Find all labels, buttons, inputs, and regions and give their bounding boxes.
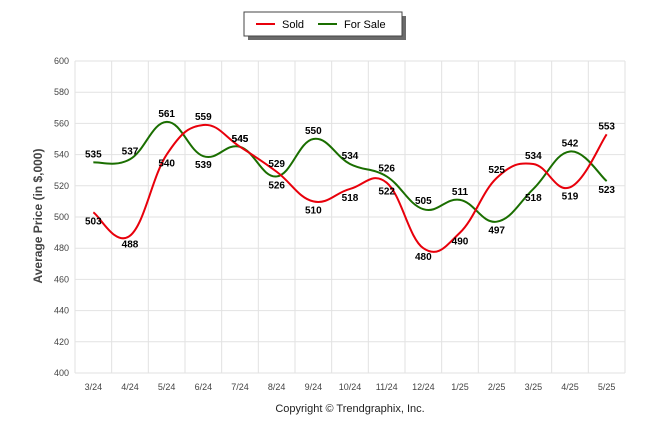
data-label-for-sale: 526 <box>378 163 395 174</box>
data-label-sold: 553 <box>598 121 615 132</box>
y-tick-label: 600 <box>54 56 69 66</box>
data-label-for-sale: 497 <box>488 226 505 237</box>
data-label-for-sale: 526 <box>268 180 285 191</box>
y-tick-labels: 400 420 440 460 480 500 520 540 560 580 600 <box>54 56 69 378</box>
copyright-text: Copyright © Trendgraphix, Inc. <box>275 403 424 415</box>
data-label-sold: 480 <box>415 252 432 263</box>
data-label-for-sale: 545 <box>232 134 249 145</box>
y-tick-label: 580 <box>54 87 69 97</box>
y-tick-label: 500 <box>54 212 69 222</box>
y-axis-title: Average Price (in $,000) <box>31 149 45 284</box>
data-label-sold: 490 <box>452 237 469 248</box>
data-label-sold: 503 <box>85 216 102 227</box>
data-label-sold: 518 <box>342 193 359 204</box>
legend: Sold For Sale <box>243 11 406 40</box>
data-label-sold: 488 <box>122 240 139 251</box>
data-label-for-sale: 539 <box>195 160 212 171</box>
y-tick-label: 560 <box>54 118 69 128</box>
data-label-sold: 522 <box>378 187 395 198</box>
data-label-for-sale: 523 <box>598 185 615 196</box>
data-label-for-sale: 542 <box>562 138 579 149</box>
data-label-sold: 534 <box>525 151 542 162</box>
data-label-for-sale: 537 <box>122 146 139 157</box>
data-label-sold: 540 <box>158 159 175 170</box>
x-tick-label: 6/24 <box>195 382 213 392</box>
x-tick-label: 5/25 <box>598 382 616 392</box>
data-label-for-sale: 550 <box>305 126 322 137</box>
series-lines <box>92 120 608 253</box>
data-labels: 503 488 540 559 545 529 510 518 522 480 490 525 534 5… <box>85 109 615 263</box>
legend-label-sold: Sold <box>282 19 304 31</box>
x-tick-label: 1/25 <box>451 382 469 392</box>
x-tick-label: 3/24 <box>85 382 103 392</box>
x-tick-label: 5/24 <box>158 382 176 392</box>
data-label-sold: 529 <box>268 159 285 170</box>
legend-label-for-sale: For Sale <box>344 19 386 31</box>
x-tick-labels: 3/24 4/24 5/24 6/24 7/24 8/24 9/24 10/24 11/24 12… <box>85 382 616 392</box>
data-label-for-sale: 518 <box>525 193 542 204</box>
x-tick-label: 4/25 <box>561 382 579 392</box>
x-tick-label: 11/24 <box>376 382 398 392</box>
grid-lines <box>74 60 626 374</box>
data-label-sold: 510 <box>305 205 322 216</box>
data-label-for-sale: 534 <box>342 151 359 162</box>
x-tick-label: 7/24 <box>231 382 249 392</box>
data-label-for-sale: 561 <box>158 109 175 120</box>
y-tick-label: 540 <box>54 150 69 160</box>
y-tick-label: 520 <box>54 181 69 191</box>
x-tick-label: 4/24 <box>121 382 139 392</box>
data-label-sold: 519 <box>562 191 579 202</box>
y-tick-label: 460 <box>54 274 69 284</box>
x-tick-label: 8/24 <box>268 382 286 392</box>
y-tick-label: 480 <box>54 243 69 253</box>
y-tick-label: 400 <box>54 368 69 378</box>
x-tick-label: 12/24 <box>412 382 435 392</box>
data-label-sold: 525 <box>488 165 505 176</box>
data-label-sold: 559 <box>195 112 212 123</box>
x-tick-label: 2/25 <box>488 382 506 392</box>
series-line-for-sale <box>93 120 608 223</box>
x-tick-label: 3/25 <box>525 382 543 392</box>
data-label-for-sale: 511 <box>452 187 469 198</box>
x-tick-label: 9/24 <box>305 382 323 392</box>
x-tick-label: 10/24 <box>339 382 362 392</box>
y-tick-label: 420 <box>54 337 69 347</box>
series-line-sold <box>92 123 608 253</box>
data-label-for-sale: 505 <box>415 196 432 207</box>
data-label-for-sale: 535 <box>85 149 102 160</box>
y-tick-label: 440 <box>54 306 69 316</box>
data-label-sold: 545 <box>232 134 249 145</box>
